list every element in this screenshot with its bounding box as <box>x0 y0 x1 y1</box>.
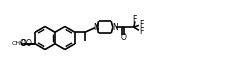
Text: N: N <box>112 23 118 32</box>
Text: O: O <box>20 39 26 48</box>
Text: N: N <box>94 23 99 32</box>
Text: F: F <box>133 15 137 24</box>
Text: O: O <box>121 33 127 42</box>
Text: O: O <box>26 39 32 48</box>
Text: F: F <box>140 20 144 29</box>
Text: F: F <box>140 27 144 36</box>
Text: O: O <box>20 39 26 48</box>
Text: CH₃: CH₃ <box>11 41 23 46</box>
